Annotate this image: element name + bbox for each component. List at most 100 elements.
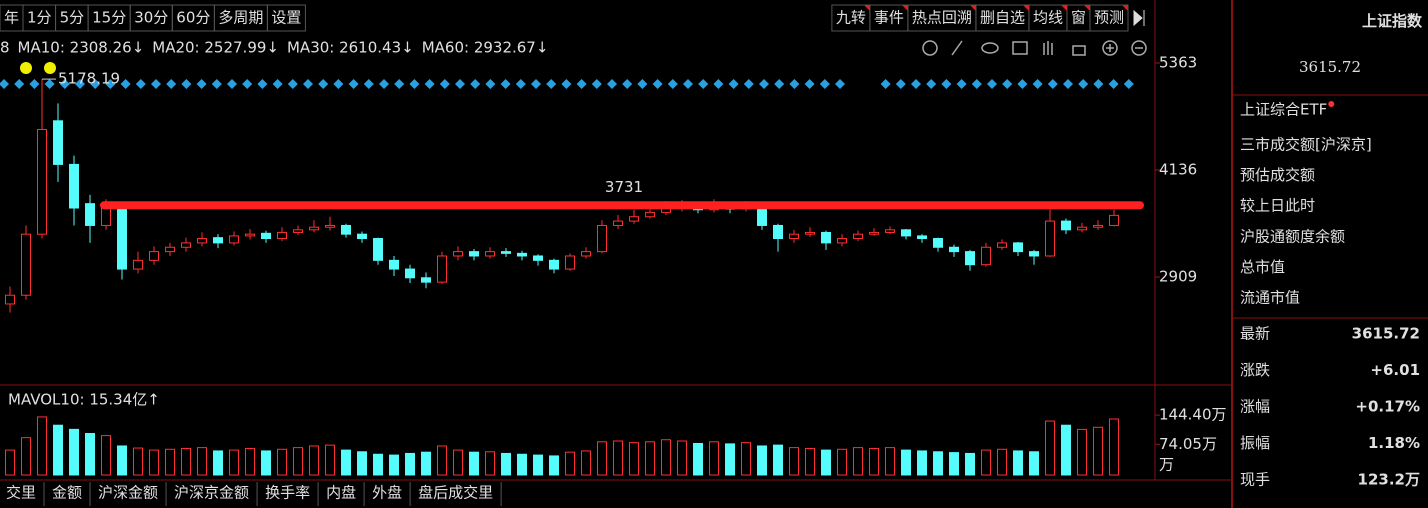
y-tick-label: 2909 <box>1159 267 1197 285</box>
bottom-tab[interactable]: 内盘 <box>326 484 356 502</box>
candle-body <box>581 251 591 257</box>
panel-item[interactable]: 三市成交额[沪深京] <box>1240 136 1372 154</box>
volume-bar <box>869 447 879 476</box>
signal-diamond <box>531 79 541 89</box>
signal-diamond <box>166 79 177 89</box>
signal-diamond <box>804 79 815 89</box>
signal-diamond <box>911 79 921 89</box>
tool-tab[interactable]: 事件 <box>874 9 904 27</box>
peak-label: 5178.19 <box>58 70 120 88</box>
tool-tab[interactable]: 删自选 <box>980 9 1025 27</box>
expand-icon[interactable] <box>1133 9 1145 27</box>
volume-bar <box>69 428 79 476</box>
tool-tab[interactable]: 预测 <box>1094 9 1124 27</box>
signal-diamond <box>683 79 693 89</box>
volume-bar <box>341 449 351 476</box>
candle-body <box>821 231 831 244</box>
tool-tab[interactable]: 窗 <box>1071 9 1086 27</box>
volume-bar <box>517 453 527 476</box>
signal-diamond <box>1063 79 1073 89</box>
signal-diamond <box>272 79 283 89</box>
etf-link[interactable]: 上证综合ETF <box>1240 101 1327 119</box>
volume-bar <box>661 439 671 476</box>
signal-diamond <box>257 79 268 89</box>
tab-box[interactable] <box>831 4 871 32</box>
candle-body <box>597 224 607 253</box>
volume-label: MAVOL10: 15.34亿↑ <box>8 391 160 409</box>
period-tab[interactable]: 1分 <box>27 9 52 27</box>
candle-body <box>117 207 127 270</box>
candle-body <box>453 251 463 257</box>
signal-diamond <box>1017 79 1028 89</box>
candle-body <box>789 233 799 240</box>
signal-diamond <box>987 79 997 89</box>
panel-item[interactable]: 总市值 <box>1240 258 1285 276</box>
period-tab[interactable]: 设置 <box>271 9 301 27</box>
tool-icons[interactable] <box>922 40 1147 56</box>
candle-body <box>1045 220 1055 257</box>
bottom-tab[interactable]: 沪深金额 <box>98 484 158 502</box>
bottom-tab[interactable]: 换手率 <box>265 484 310 502</box>
bottom-tab[interactable]: 金额 <box>52 484 82 502</box>
signal-diamond <box>211 79 222 89</box>
bottom-tab[interactable]: 外盘 <box>372 484 402 502</box>
volume-bar <box>1061 424 1071 476</box>
period-tab[interactable]: 5分 <box>60 9 85 27</box>
candle-body <box>373 238 383 261</box>
volume-bar <box>485 451 495 476</box>
signal-diamond <box>561 79 572 89</box>
candle-body <box>949 246 959 253</box>
period-tab[interactable]: 60分 <box>176 9 210 27</box>
volume-bar <box>37 416 47 476</box>
signal-diamond <box>455 79 465 89</box>
volume-tick-label: 74.05万 <box>1159 435 1217 453</box>
signal-diamond <box>774 79 785 89</box>
bottom-tab[interactable]: 盘后成交里 <box>418 484 493 502</box>
panel-item[interactable]: 流通市值 <box>1240 289 1300 307</box>
period-tab[interactable]: 30分 <box>134 9 168 27</box>
candle-body <box>197 238 207 244</box>
volume-bar <box>293 447 303 476</box>
signal-diamond <box>485 79 496 89</box>
tab-flag <box>1122 5 1128 11</box>
volume-bar <box>885 447 895 476</box>
candle-body <box>293 229 303 233</box>
tool-tab[interactable]: 均线 <box>1033 9 1063 27</box>
volume-bar <box>117 445 127 476</box>
row-value: +6.01 <box>1370 361 1420 379</box>
volume-bar <box>773 444 783 476</box>
period-tab[interactable]: 年 <box>4 9 19 27</box>
panel-item[interactable]: 预估成交额 <box>1240 166 1315 184</box>
period-tab[interactable]: 多周期 <box>218 9 263 27</box>
panel-item[interactable]: 沪股通额度余额 <box>1240 227 1345 245</box>
signal-diamond <box>303 79 313 89</box>
signal-diamond <box>713 79 724 89</box>
bottom-tab[interactable]: 交里 <box>6 484 36 502</box>
signal-diamond <box>667 79 678 89</box>
volume-bar <box>213 450 223 476</box>
row-label: 涨幅 <box>1240 398 1270 416</box>
volume-bar <box>741 442 751 476</box>
y-tick-label: 4136 <box>1159 160 1197 178</box>
signal-diamond <box>835 79 845 89</box>
tool-tab[interactable]: 热点回溯 <box>912 9 972 27</box>
candle-body <box>421 277 431 283</box>
volume-bar <box>357 451 367 476</box>
ma-label: 8 <box>0 39 10 57</box>
row-value: 3615.72 <box>1352 325 1420 343</box>
volume-bar <box>629 442 639 476</box>
volume-bar <box>565 451 575 476</box>
candle-body <box>53 120 63 165</box>
signal-diamond <box>591 79 602 89</box>
panel-item[interactable]: 较上日此时 <box>1240 197 1315 215</box>
tool-tab[interactable]: 九转 <box>836 9 866 27</box>
bottom-tab[interactable]: 沪深京金额 <box>174 484 249 502</box>
volume-bar <box>149 449 159 476</box>
candle-body <box>533 255 543 261</box>
candle-body <box>469 251 479 257</box>
period-tab[interactable]: 15分 <box>92 9 126 27</box>
signal-diamond <box>424 79 435 89</box>
signal-diamond <box>363 79 374 89</box>
row-label: 最新 <box>1240 325 1270 343</box>
tab-box[interactable] <box>266 4 306 32</box>
